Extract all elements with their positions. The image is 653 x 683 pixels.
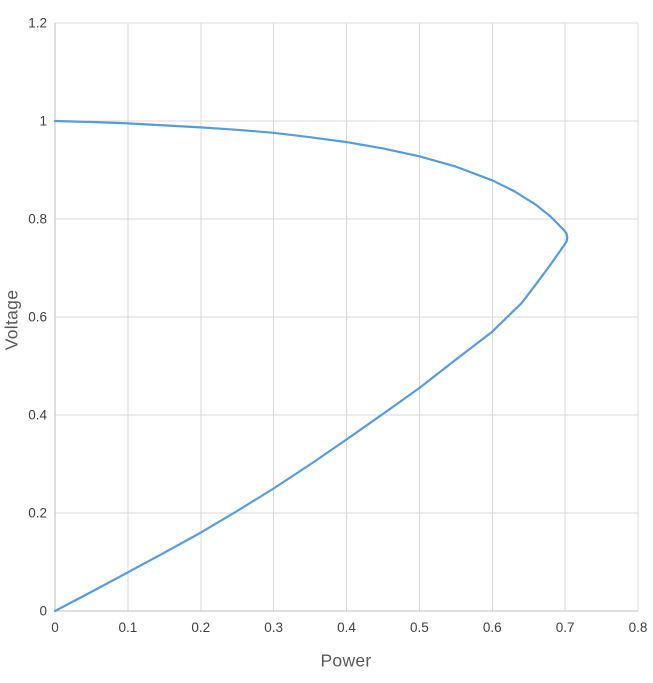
y-tick-label: 1	[39, 114, 47, 129]
gridlines	[54, 22, 639, 612]
x-tick-label: 0.7	[556, 620, 575, 635]
x-tick-label: 0.2	[191, 620, 210, 635]
y-tick-label: 0.4	[28, 408, 47, 423]
x-tick-label: 0.8	[629, 620, 648, 635]
y-axis-title: Voltage	[1, 289, 22, 351]
x-axis-title: Power	[320, 650, 372, 671]
x-tick-label: 0.6	[483, 620, 502, 635]
x-tick-label: 0.5	[410, 620, 429, 635]
x-tick-labels: 0 0.1 0.2 0.3 0.4 0.5 0.6 0.7 0.8	[51, 620, 647, 635]
y-tick-label: 0	[39, 604, 47, 619]
y-tick-label: 1.2	[28, 16, 47, 31]
x-tick-label: 0.1	[118, 620, 137, 635]
y-tick-label: 0.2	[28, 506, 47, 521]
pv-curve-line	[53, 119, 569, 613]
x-tick-label: 0.4	[337, 620, 356, 635]
x-tick-label: 0	[51, 620, 59, 635]
x-tick-label: 0.3	[264, 620, 283, 635]
y-tick-label: 0.6	[28, 310, 47, 325]
y-tick-labels: 0 0.2 0.4 0.6 0.8 1 1.2	[28, 16, 47, 619]
y-tick-label: 0.8	[28, 212, 47, 227]
